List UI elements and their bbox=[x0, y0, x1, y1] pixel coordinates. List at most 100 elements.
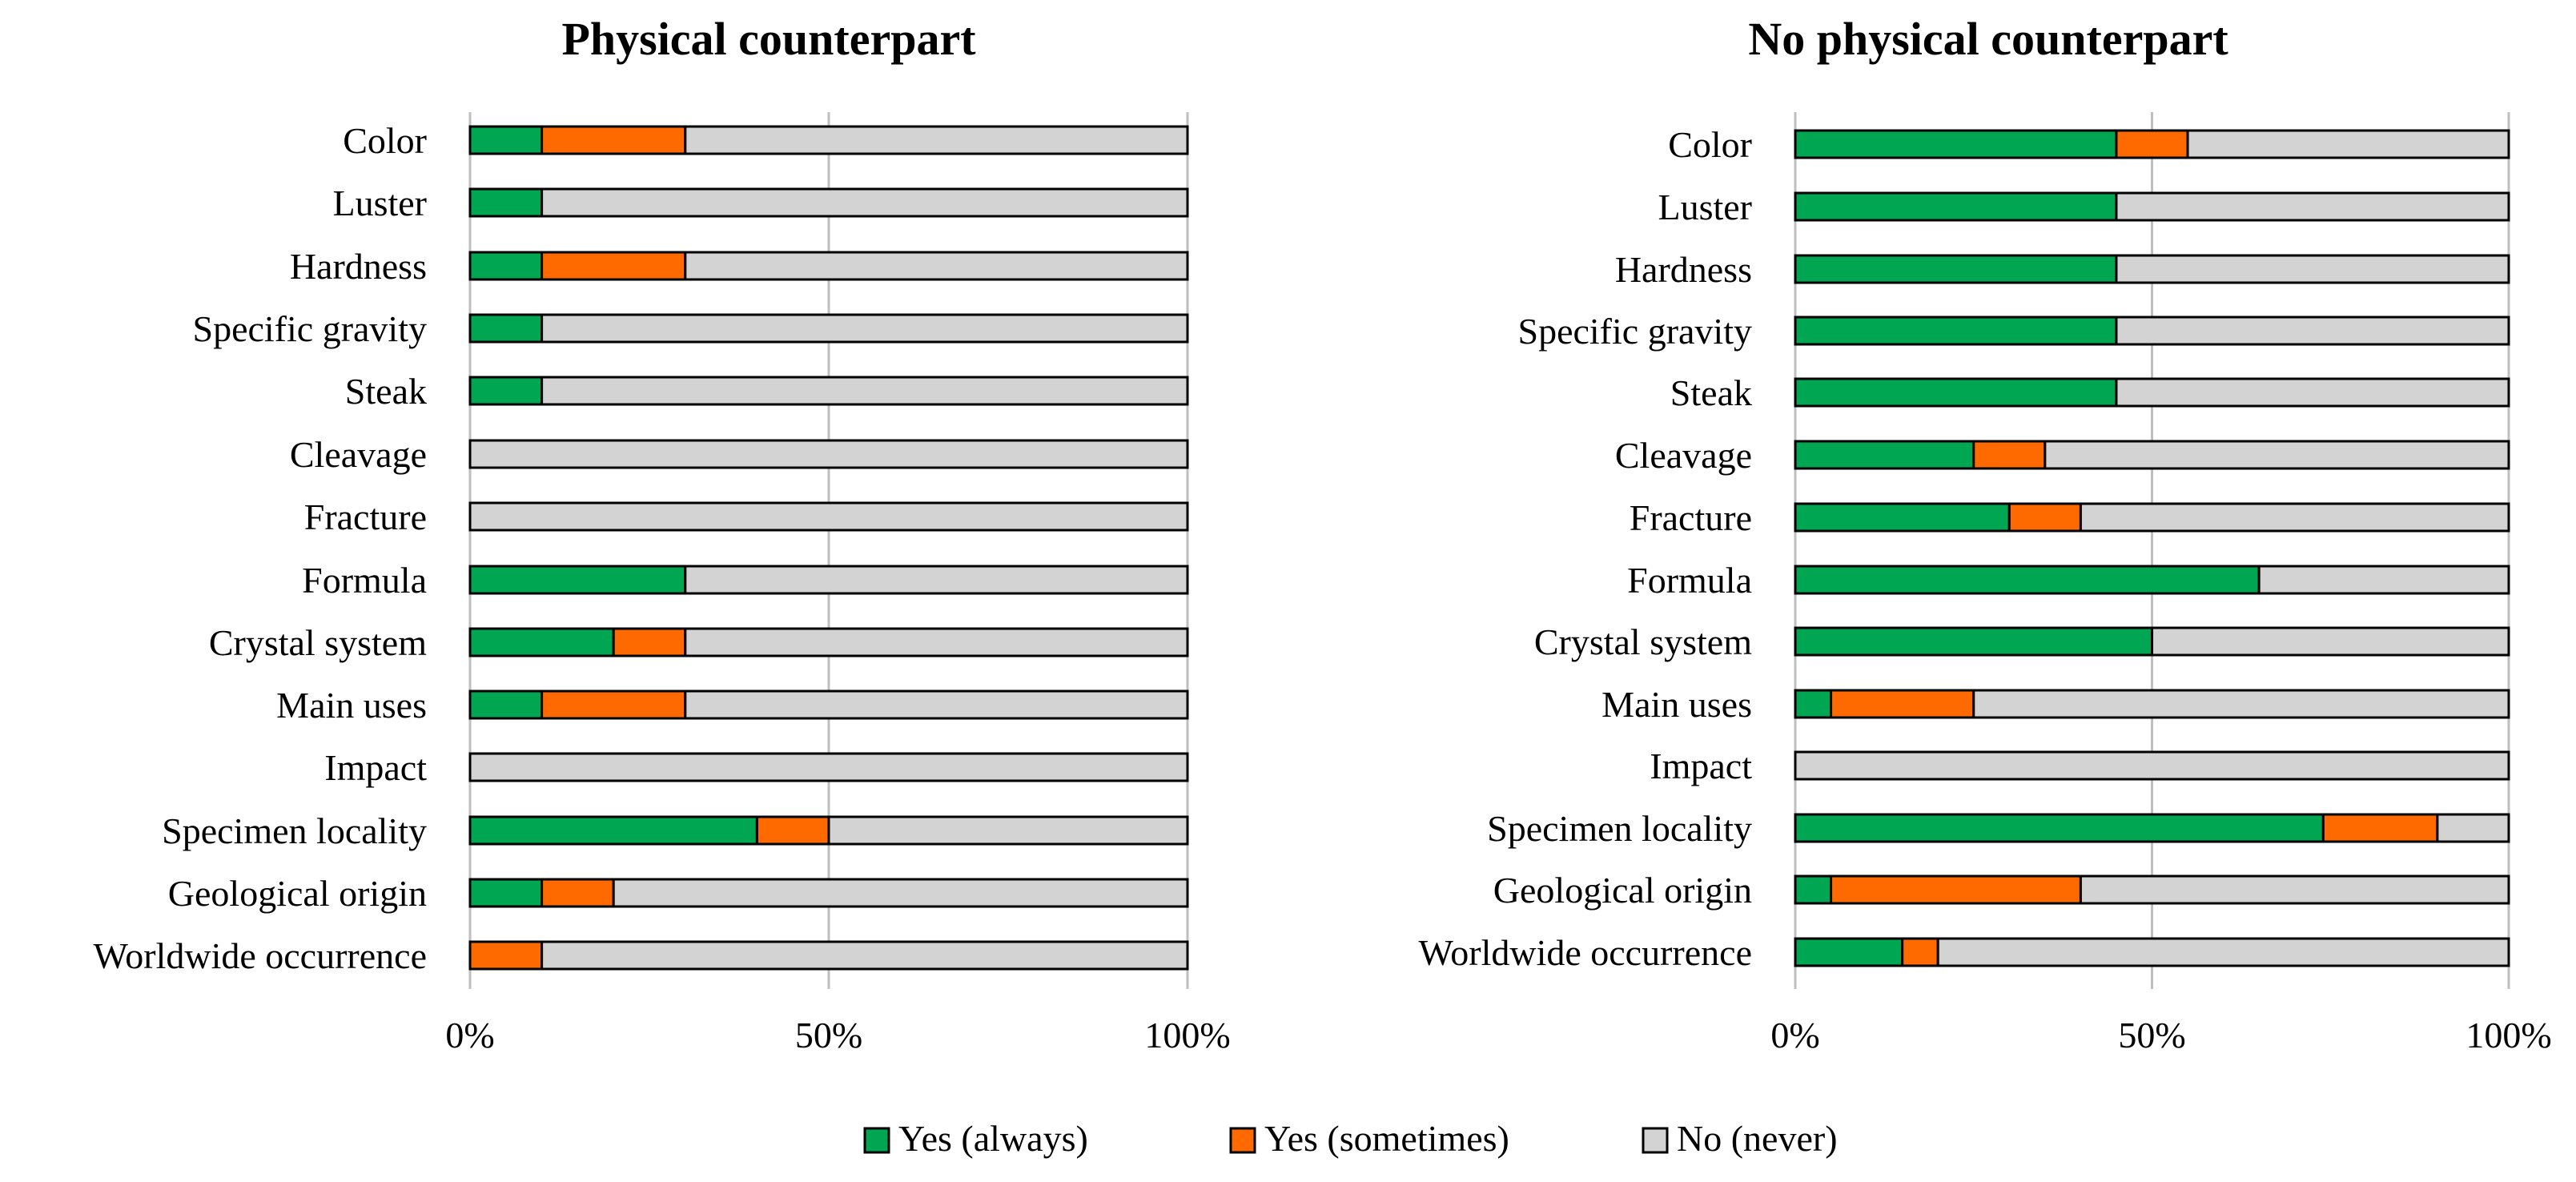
category-label-main-uses: Main uses bbox=[1601, 684, 1752, 725]
x-tick-label: 50% bbox=[2118, 1015, 2185, 1055]
category-label-cleavage: Cleavage bbox=[290, 434, 427, 475]
bar-steak-never bbox=[2115, 377, 2510, 408]
bar-luster-never bbox=[2115, 191, 2510, 222]
category-label-luster: Luster bbox=[332, 183, 427, 223]
bar-hardness-sometimes bbox=[541, 251, 687, 281]
x-tick-label: 0% bbox=[1770, 1015, 1819, 1055]
category-label-specimen-locality: Specimen locality bbox=[162, 810, 427, 851]
bar-crystal-system-never bbox=[684, 627, 1189, 657]
bar-steak-never bbox=[541, 376, 1189, 406]
bar-color-never bbox=[2186, 129, 2510, 159]
legend-swatch-sometimes bbox=[1229, 1127, 1256, 1154]
bar-geological-origin-always bbox=[1794, 874, 1833, 905]
category-label-steak: Steak bbox=[1670, 372, 1752, 413]
bar-crystal-system-sometimes bbox=[612, 627, 687, 657]
bar-fracture-always bbox=[1794, 502, 2011, 533]
bar-color-never bbox=[684, 125, 1189, 155]
bar-hardness-always bbox=[1794, 254, 2118, 284]
bar-geological-origin-always bbox=[468, 878, 544, 908]
bar-hardness-never bbox=[2115, 254, 2510, 284]
legend-label-sometimes: Yes (sometimes) bbox=[1264, 1118, 1509, 1159]
bar-color-always bbox=[1794, 129, 2118, 159]
bar-impact-never bbox=[1794, 750, 2510, 781]
bar-impact-never bbox=[468, 752, 1189, 782]
legend-swatch-never bbox=[1642, 1127, 1669, 1154]
bar-worldwide-occurrence-never bbox=[541, 940, 1189, 971]
bar-color-always bbox=[468, 125, 544, 155]
bar-color-sometimes bbox=[541, 125, 687, 155]
category-label-main-uses: Main uses bbox=[276, 685, 427, 726]
bar-worldwide-occurrence-sometimes bbox=[1901, 937, 1939, 967]
x-tick-label: 50% bbox=[795, 1015, 862, 1055]
legend-label-never: No (never) bbox=[1677, 1118, 1838, 1159]
bar-fracture-never bbox=[468, 501, 1189, 532]
category-label-hardness: Hardness bbox=[290, 246, 427, 287]
legend-label-always: Yes (always) bbox=[898, 1118, 1088, 1159]
bar-cleavage-always bbox=[1794, 440, 1975, 470]
category-label-geological-origin: Geological origin bbox=[1493, 870, 1752, 911]
bar-specimen-locality-always bbox=[1794, 813, 2325, 843]
bar-specimen-locality-sometimes bbox=[755, 815, 830, 846]
bar-formula-always bbox=[1794, 565, 2261, 595]
bar-crystal-system-always bbox=[468, 627, 615, 657]
bar-fracture-never bbox=[2079, 502, 2510, 533]
bar-geological-origin-sometimes bbox=[541, 878, 615, 908]
bar-main-uses-sometimes bbox=[541, 690, 687, 720]
x-tick-label: 100% bbox=[2465, 1015, 2551, 1055]
category-label-fracture: Fracture bbox=[304, 497, 427, 537]
category-label-crystal-system: Crystal system bbox=[1534, 621, 1752, 662]
category-label-fracture: Fracture bbox=[1630, 497, 1752, 538]
category-label-specific-gravity: Specific gravity bbox=[192, 308, 427, 349]
bar-cleavage-never bbox=[468, 439, 1189, 469]
bar-cleavage-sometimes bbox=[1972, 440, 2047, 470]
category-label-impact: Impact bbox=[1650, 746, 1752, 786]
bar-specific-gravity-always bbox=[468, 313, 544, 344]
bar-formula-never bbox=[2257, 565, 2510, 595]
bar-geological-origin-never bbox=[612, 878, 1189, 908]
x-tick-label: 0% bbox=[445, 1015, 494, 1055]
bar-specimen-locality-never bbox=[2436, 813, 2510, 843]
bar-worldwide-occurrence-never bbox=[1936, 937, 2510, 967]
category-label-steak: Steak bbox=[345, 371, 427, 412]
bar-formula-always bbox=[468, 565, 687, 595]
bar-specimen-locality-always bbox=[468, 815, 758, 846]
bar-formula-never bbox=[684, 565, 1189, 595]
category-label-crystal-system: Crystal system bbox=[209, 622, 427, 663]
bar-color-sometimes bbox=[2115, 129, 2189, 159]
bar-main-uses-always bbox=[468, 690, 544, 720]
bar-specimen-locality-sometimes bbox=[2321, 813, 2439, 843]
chart-no-physical-counterpart: No physical counterpart 0% 50% 100% Color Lus… bbox=[1419, 13, 2552, 1055]
category-label-formula: Formula bbox=[1627, 560, 1752, 601]
category-label-luster: Luster bbox=[1658, 187, 1752, 227]
bar-geological-origin-never bbox=[2079, 874, 2510, 905]
bar-steak-always bbox=[468, 376, 544, 406]
chart-title: No physical counterpart bbox=[1748, 13, 2228, 65]
category-label-specimen-locality: Specimen locality bbox=[1487, 808, 1752, 849]
category-label-formula: Formula bbox=[302, 560, 427, 601]
bar-steak-always bbox=[1794, 377, 2118, 408]
bar-hardness-always bbox=[468, 251, 544, 281]
category-label-impact: Impact bbox=[324, 747, 427, 788]
bar-luster-always bbox=[1794, 191, 2118, 222]
bar-crystal-system-never bbox=[2151, 626, 2510, 657]
bar-cleavage-never bbox=[2044, 440, 2510, 470]
bar-luster-always bbox=[468, 187, 544, 218]
category-label-cleavage: Cleavage bbox=[1615, 435, 1752, 476]
chart-physical-counterpart: Physical counterpart 0% 50% 100% Color Luster… bbox=[94, 13, 1231, 1055]
bar-specific-gravity-never bbox=[541, 313, 1189, 344]
chart-title: Physical counterpart bbox=[561, 13, 976, 65]
category-label-specific-gravity: Specific gravity bbox=[1517, 311, 1752, 352]
bar-worldwide-occurrence-sometimes bbox=[468, 940, 544, 971]
bar-main-uses-always bbox=[1794, 689, 1833, 719]
category-label-color: Color bbox=[343, 120, 427, 161]
bar-main-uses-never bbox=[1972, 689, 2510, 719]
bar-main-uses-sometimes bbox=[1830, 689, 1975, 719]
bar-specific-gravity-never bbox=[2115, 316, 2510, 346]
x-tick-label: 100% bbox=[1144, 1015, 1230, 1055]
legend-swatch-always bbox=[863, 1127, 890, 1154]
bar-main-uses-never bbox=[684, 690, 1189, 720]
bar-specific-gravity-always bbox=[1794, 316, 2118, 346]
bar-geological-origin-sometimes bbox=[1830, 874, 2082, 905]
category-label-worldwide-occurrence: Worldwide occurrence bbox=[94, 935, 427, 976]
